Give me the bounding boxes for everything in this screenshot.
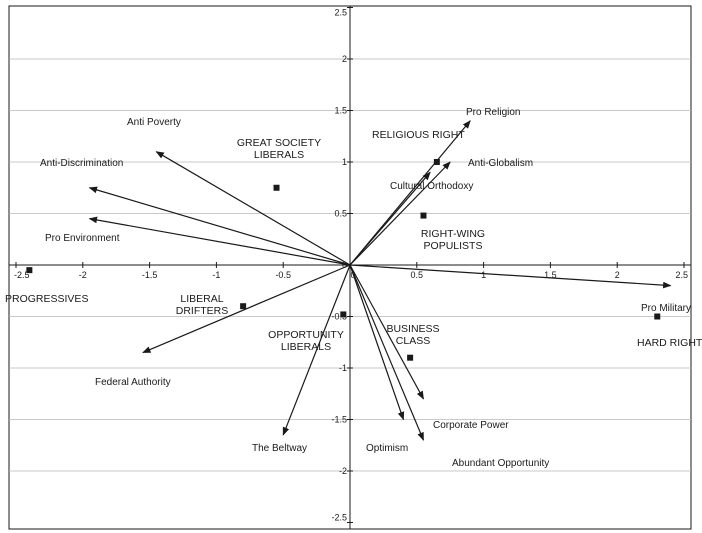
- vector-pro-environment: [88, 216, 351, 266]
- x-tick-label: -0.5: [275, 270, 291, 280]
- vector-anti-globalism: [349, 161, 451, 266]
- y-tick-label: -1: [339, 363, 347, 373]
- vector-label-corporate-power: Corporate Power: [433, 420, 509, 431]
- vector-federal-authority: [142, 264, 351, 354]
- y-tick-label: 2.5: [334, 8, 347, 18]
- vector-label-abundant-opportunity: Abundant Opportunity: [452, 458, 549, 469]
- vector-label-anti-globalism: Anti-Globalism: [468, 158, 533, 169]
- vector-anti-poverty: [155, 151, 351, 266]
- y-tick-label: 0.5: [334, 209, 347, 219]
- vectors: Anti Poverty Anti-Discrimination Pro Envir…: [40, 107, 691, 469]
- x-tick-label: -2.5: [14, 270, 30, 280]
- x-tick-label: -1.5: [142, 270, 158, 280]
- group-label-opportunity-liberals: OPPORTUNITY LIBERALS: [268, 329, 344, 353]
- y-tick-label: 2: [342, 54, 347, 64]
- group-points: GREAT SOCIETY LIBERALS RELIGIOUS RIGHT RIGH…: [5, 129, 702, 361]
- x-tick-label: 1.5: [544, 270, 557, 280]
- x-tick-label: -2: [79, 270, 87, 280]
- point-liberal-drifters: [240, 303, 247, 310]
- vector-label-federal-authority: Federal Authority: [95, 377, 171, 388]
- point-progressives: [26, 267, 33, 274]
- point-religious-right: [433, 159, 440, 165]
- x-tick-label: 1: [481, 270, 486, 280]
- y-tick-label: 0: [342, 260, 347, 270]
- group-label-liberal-drifters: LIBERAL DRIFTERS: [176, 293, 229, 317]
- point-right-wing-populists: [420, 212, 427, 219]
- vector-label-anti-discrimination: Anti-Discrimination: [40, 158, 123, 169]
- vector-label-cultural-orthodoxy: Cultural Orthodoxy: [390, 181, 473, 192]
- point-opportunity-liberals: [340, 311, 347, 318]
- vector-anti-discrimination: [88, 186, 351, 266]
- y-tick-label: -0.5: [331, 312, 347, 322]
- vector-the-beltway: [282, 264, 351, 436]
- group-label-religious-right: RELIGIOUS RIGHT: [372, 129, 465, 141]
- x-tick-label: 2.5: [675, 270, 688, 280]
- vector-label-optimism: Optimism: [366, 443, 408, 454]
- vector-label-pro-environment: Pro Environment: [45, 233, 120, 244]
- vector-optimism: [349, 264, 405, 421]
- tick-labels: -2.5 -2 -1.5 -1 -0.5 0.5 1 1.5 2 2.5 2.5 2 1.5 1 0.5 0 -…: [14, 8, 688, 523]
- group-label-great-society-liberals: GREAT SOCIETY LIBERALS: [237, 137, 321, 161]
- y-tick-label: 1.5: [334, 106, 347, 116]
- group-label-business-class: BUSINESS CLASS: [386, 323, 439, 347]
- point-business-class: [407, 354, 414, 361]
- x-tick-label: -1: [212, 270, 220, 280]
- point-hard-right: [654, 313, 661, 320]
- x-tick-label: 2: [615, 270, 620, 280]
- x-tick-label: 0.5: [411, 270, 424, 280]
- point-great-society-liberals: [273, 184, 280, 191]
- y-tick-label: -2: [339, 466, 347, 476]
- vector-label-pro-religion: Pro Religion: [466, 107, 520, 118]
- group-label-right-wing-populists: RIGHT-WING POPULISTS: [421, 228, 485, 252]
- vector-pro-military: [349, 264, 672, 289]
- group-label-progressives: PROGRESSIVES: [5, 293, 88, 305]
- vector-abundant-opportunity: [349, 264, 425, 441]
- vector-corporate-power: [349, 264, 425, 400]
- y-tick-label: -1.5: [331, 415, 347, 425]
- vector-label-anti-poverty: Anti Poverty: [127, 117, 181, 128]
- y-tick-label: -2.5: [331, 513, 347, 523]
- y-tick-label: 1: [342, 157, 347, 167]
- vector-label-the-beltway: The Beltway: [252, 443, 307, 454]
- group-label-hard-right: HARD RIGHT: [637, 337, 702, 349]
- vector-cultural-orthodoxy: [349, 171, 431, 266]
- vector-label-pro-military: Pro Military: [641, 303, 691, 314]
